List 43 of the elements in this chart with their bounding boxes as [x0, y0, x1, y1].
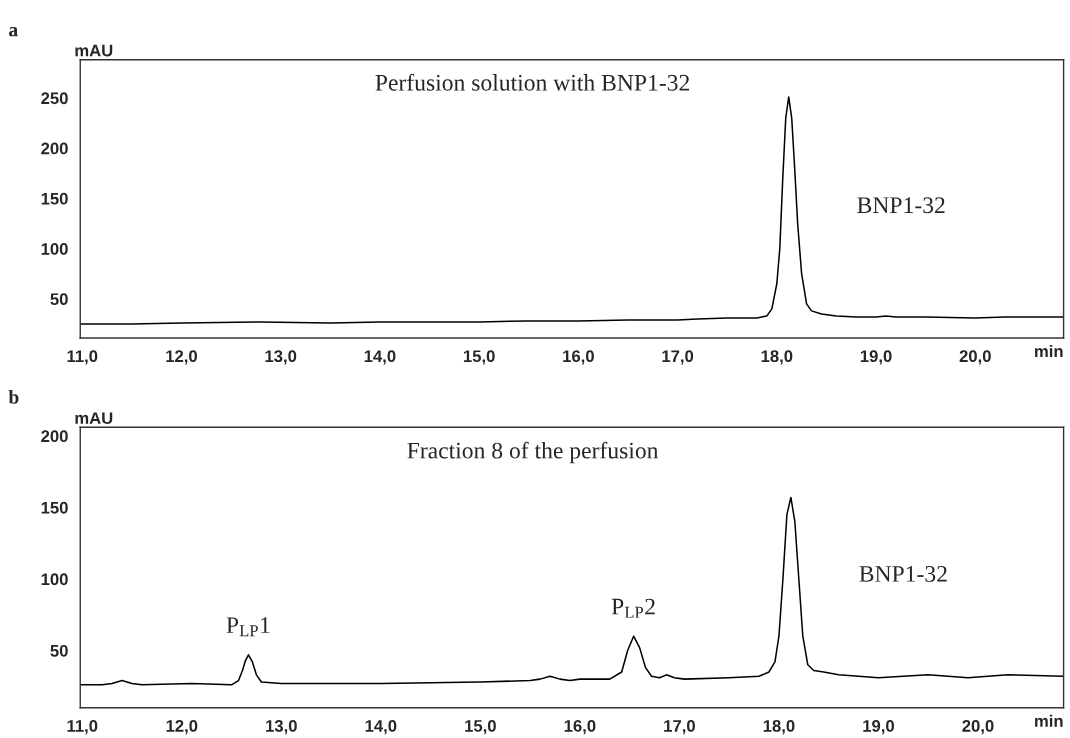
x-tick-label: 16,0 [564, 719, 596, 735]
x-tick-label: 14,0 [364, 350, 396, 365]
x-tick-label: 11,0 [67, 350, 98, 365]
x-axis-title: min [1035, 344, 1063, 358]
y-axis-title: mAU [75, 44, 113, 57]
y-tick-label: 150 [41, 501, 68, 514]
annotation: BNP1-32 [859, 565, 947, 582]
x-tick-label: 20,0 [959, 350, 991, 365]
x-tick-label: 20,0 [962, 719, 994, 735]
x-tick-label: 13,0 [265, 350, 297, 365]
y-tick-label: 100 [41, 243, 68, 255]
x-tick-label: 19,0 [863, 719, 894, 735]
x-tick-label: 17,0 [664, 719, 695, 735]
line-series [80, 496, 1064, 686]
y-tick-label: 100 [41, 573, 68, 586]
x-tick-label: 14,0 [365, 719, 397, 735]
y-tick-label: 200 [41, 142, 68, 155]
x-tick-label: 15,0 [463, 350, 495, 365]
annotation: BNP1-32 [857, 197, 945, 214]
annotation: P$_{LP}$1 [226, 617, 270, 637]
x-tick-label: 16,0 [563, 350, 594, 365]
x-tick-label: 18,0 [761, 350, 793, 365]
y-tick-label: 250 [41, 92, 68, 105]
x-tick-label: 17,0 [662, 350, 694, 365]
line-series [80, 96, 1064, 325]
x-tick-label: 15,0 [465, 719, 496, 735]
x-tick-label: 13,0 [266, 719, 297, 735]
chart-title: b [8, 390, 19, 404]
x-tick-label: 19,0 [860, 350, 892, 365]
x-tick-label: 11,0 [67, 719, 98, 735]
y-tick-label: 150 [41, 192, 68, 205]
x-axis-title: min [1035, 714, 1063, 727]
annotation: P$_{LP}$2 [611, 598, 655, 618]
y-axis-title: mAU [75, 412, 113, 425]
y-tick-label: 200 [41, 430, 68, 443]
annotation: Perfusion solution with BNP1-32 [375, 73, 690, 91]
chart-title: a [9, 27, 18, 37]
x-tick-label: 12,0 [166, 719, 198, 735]
y-tick-label: 50 [50, 293, 68, 306]
x-tick-label: 12,0 [166, 350, 197, 365]
annotation: Fraction 8 of the perfusion [407, 441, 659, 464]
x-tick-label: 18,0 [763, 719, 795, 735]
y-tick-label: 50 [50, 644, 68, 657]
